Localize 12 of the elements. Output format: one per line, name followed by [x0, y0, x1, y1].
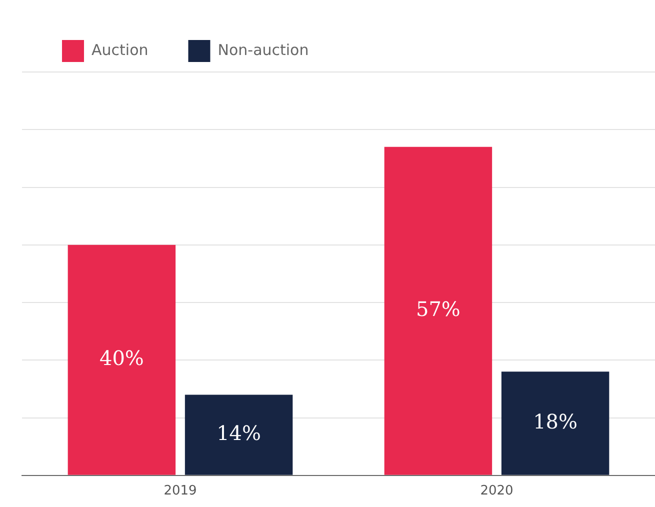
x-tick-label: 2019 [164, 484, 197, 499]
bar [384, 146, 492, 475]
legend-label: Auction [92, 40, 148, 59]
bar [68, 244, 176, 475]
data-label: 40% [99, 346, 144, 370]
legend-label: Non-auction [218, 40, 309, 59]
data-label: 14% [216, 421, 262, 446]
data-label: 57% [416, 297, 460, 322]
bar [501, 372, 610, 475]
x-tick-label: 2020 [480, 484, 514, 499]
bar [184, 394, 293, 475]
data-label: 18% [533, 409, 578, 434]
